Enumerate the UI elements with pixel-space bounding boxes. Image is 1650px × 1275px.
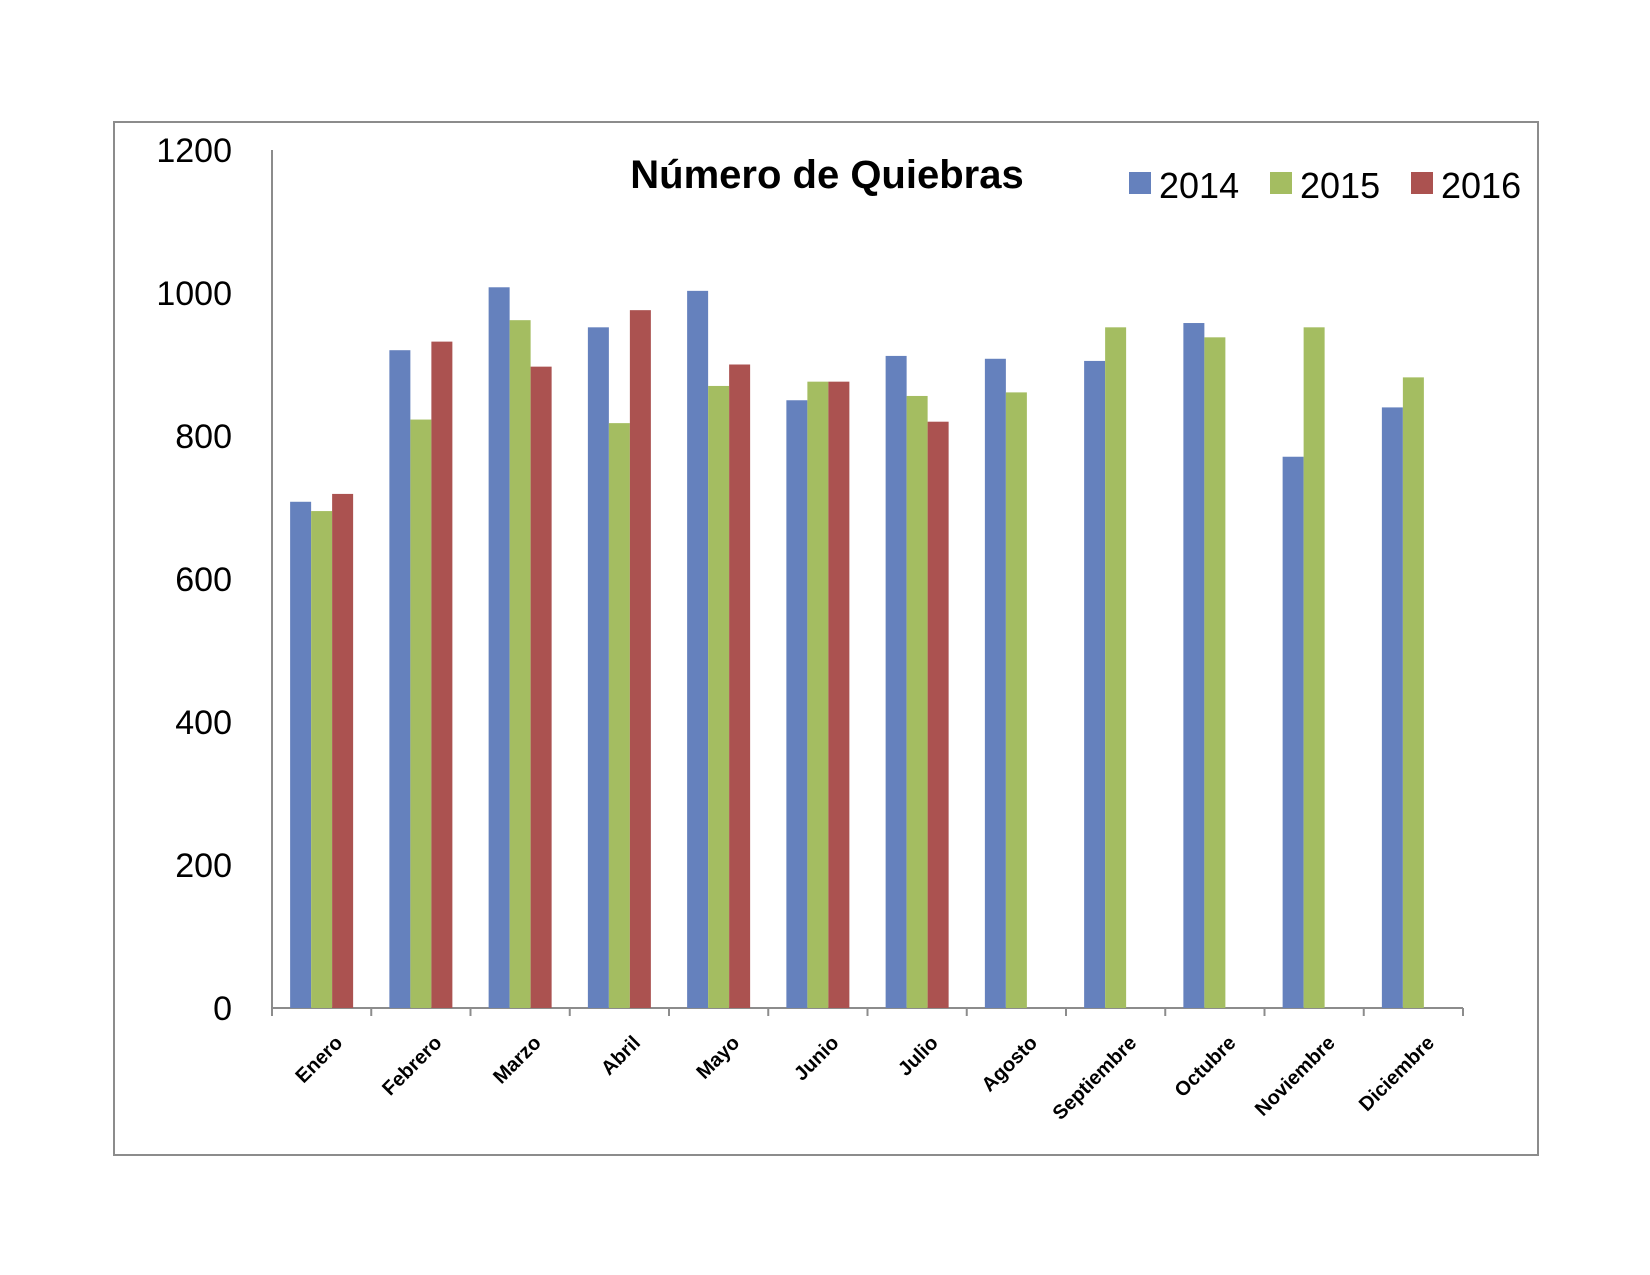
- bar-2014-abril: [587, 327, 609, 1008]
- y-tick-label: 800: [175, 418, 232, 456]
- x-tick-label: Julio: [894, 1032, 943, 1081]
- bar-2016-enero: [332, 493, 354, 1008]
- bar-2016-abril: [629, 310, 651, 1008]
- x-tick-label: Febrero: [378, 1032, 446, 1100]
- bar-2015-abril: [608, 423, 630, 1008]
- legend-label-2016: 2016: [1441, 165, 1521, 206]
- bar-2016-julio: [927, 421, 949, 1008]
- bar-2014-diciembre: [1381, 407, 1403, 1008]
- bar-2016-marzo: [530, 366, 552, 1008]
- bar-2015-enero: [311, 511, 333, 1008]
- x-tick-label: Septiembre: [1049, 1032, 1142, 1125]
- bar-2015-julio: [906, 395, 928, 1009]
- x-tick-label: Diciembre: [1355, 1032, 1439, 1116]
- x-tick-label: Agosto: [978, 1032, 1042, 1096]
- bar-2015-septiembre: [1105, 327, 1127, 1008]
- y-tick-label: 1200: [156, 132, 232, 170]
- chart-title: Número de Quiebras: [630, 153, 1023, 197]
- bar-2014-agosto: [984, 358, 1006, 1008]
- legend-label-2015: 2015: [1300, 165, 1380, 206]
- legend-swatch-2016: [1411, 172, 1433, 194]
- bar-2014-noviembre: [1282, 456, 1304, 1008]
- legend: 2014 2015 2016: [1129, 165, 1521, 206]
- bar-2015-junio: [807, 381, 829, 1008]
- x-tick-label: Mayo: [692, 1032, 744, 1084]
- y-tick-label: 1000: [156, 275, 232, 313]
- bar-2015-diciembre: [1402, 377, 1424, 1008]
- legend-swatch-2015: [1270, 172, 1292, 194]
- bar-2014-febrero: [389, 350, 411, 1008]
- bar-2016-febrero: [431, 341, 453, 1008]
- bar-2015-noviembre: [1303, 327, 1325, 1008]
- bar-2015-marzo: [509, 320, 531, 1008]
- bar-2014-junio: [786, 400, 808, 1008]
- bar-2015-mayo: [708, 385, 730, 1008]
- bars: [290, 287, 1424, 1009]
- x-tick-label: Abril: [597, 1032, 645, 1080]
- y-tick-label: 600: [175, 561, 232, 599]
- bar-2015-febrero: [410, 419, 432, 1008]
- bar-2014-mayo: [687, 290, 709, 1009]
- legend-swatch-2014: [1129, 172, 1151, 194]
- legend-label-2014: 2014: [1159, 165, 1239, 206]
- x-tick-label: Enero: [292, 1032, 348, 1088]
- bar-2015-agosto: [1005, 392, 1027, 1008]
- bar-2014-julio: [885, 355, 907, 1008]
- bar-2016-junio: [828, 381, 850, 1008]
- x-tick-label: Octubre: [1171, 1032, 1241, 1102]
- y-tick-label: 200: [175, 847, 232, 885]
- y-tick-label: 400: [175, 704, 232, 742]
- x-tick-label: Marzo: [489, 1032, 545, 1088]
- bar-2014-enero: [290, 501, 312, 1008]
- y-tick-label: 0: [213, 990, 232, 1028]
- x-tick-label: Junio: [790, 1032, 843, 1085]
- bar-2014-septiembre: [1084, 360, 1106, 1008]
- x-tick-label: Noviembre: [1251, 1032, 1340, 1121]
- bar-2016-mayo: [729, 364, 751, 1008]
- bar-2015-octubre: [1204, 337, 1226, 1009]
- bar-2014-octubre: [1183, 323, 1205, 1008]
- bar-2014-marzo: [488, 287, 510, 1008]
